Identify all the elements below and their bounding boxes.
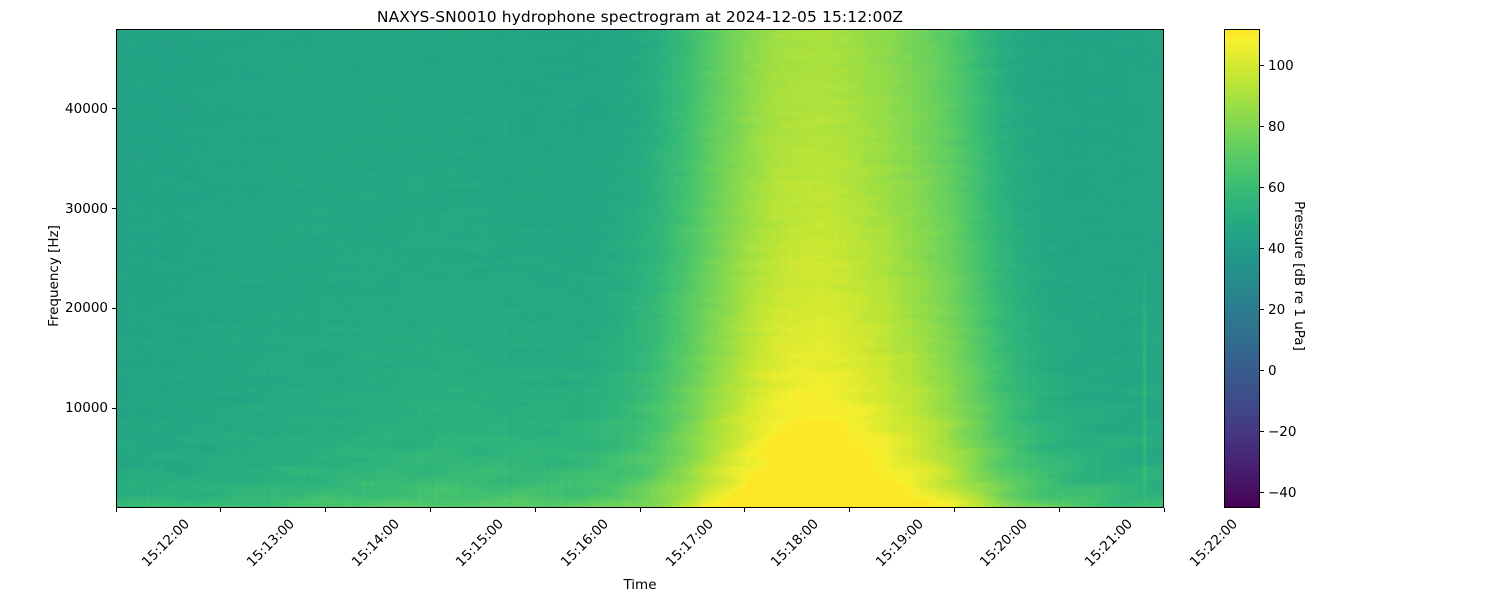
colorbar [1224,29,1260,508]
colorbar-tick-label: 20 [1268,301,1286,318]
colorbar-label: Pressure [dB re 1 uPa] [1291,201,1307,351]
colorbar-tick-label: 60 [1268,179,1286,196]
x-axis-tick-mark [115,508,117,512]
y-axis-tick-label: 30000 [65,200,108,217]
y-axis-tick-mark [112,108,116,110]
colorbar-tick-label: 80 [1268,118,1286,135]
y-axis-tick-mark [112,307,116,309]
colorbar-tick-mark [1260,65,1264,67]
y-axis-tick-label: 20000 [65,300,108,317]
y-axis-tick-label: 10000 [65,400,108,417]
x-axis-tick-label: 15:21:00 [1081,516,1137,571]
colorbar-tick-label: −20 [1268,423,1297,440]
colorbar-tick-label: 0 [1268,362,1277,379]
colorbar-tick-mark [1260,248,1264,250]
x-axis-tick-label: 15:14:00 [348,516,403,571]
x-axis-tick-label: 15:18:00 [767,516,822,571]
spectrogram-plot-area [116,29,1164,508]
colorbar-gradient [1225,30,1259,507]
colorbar-tick-mark [1260,431,1264,433]
x-axis-tick-mark [744,508,746,512]
x-axis-tick-mark [953,508,955,512]
colorbar-tick-mark [1260,492,1264,494]
colorbar-tick-mark [1260,126,1264,128]
colorbar-tick-mark [1260,309,1264,311]
page-title: NAXYS-SN0010 hydrophone spectrogram at 2… [376,8,904,26]
x-axis-tick-label: 15:22:00 [1186,516,1241,571]
y-axis-tick-mark [112,208,116,210]
x-axis-tick-mark [534,508,536,512]
x-axis-tick-mark [849,508,851,512]
spectrogram-image [117,30,1163,507]
x-axis-tick-mark [639,508,641,512]
colorbar-tick-mark [1260,370,1264,372]
colorbar-tick-label: −40 [1268,484,1297,501]
x-axis-tick-label: 15:12:00 [138,516,193,571]
x-axis-tick-label: 15:13:00 [243,516,298,571]
x-axis-tick-mark [1163,508,1165,512]
colorbar-tick-label: 40 [1268,240,1286,257]
x-axis-tick-mark [220,508,222,512]
x-axis-tick-label: 15:20:00 [977,516,1032,571]
y-axis-tick-label: 40000 [65,100,108,117]
x-axis-tick-label: 15:16:00 [557,516,613,571]
colorbar-tick-mark [1260,187,1264,189]
x-axis-tick-label: 15:19:00 [872,516,927,571]
y-axis-label: Frequency [Hz] [46,225,62,327]
x-axis-tick-label: 15:17:00 [662,516,717,571]
colorbar-tick-label: 100 [1268,57,1294,74]
x-axis-tick-label: 15:15:00 [453,516,508,571]
x-axis-label: Time [623,577,657,593]
y-axis-tick-mark [112,407,116,409]
x-axis-tick-mark [1058,508,1060,512]
x-axis-tick-mark [325,508,327,512]
x-axis-tick-mark [429,508,431,512]
